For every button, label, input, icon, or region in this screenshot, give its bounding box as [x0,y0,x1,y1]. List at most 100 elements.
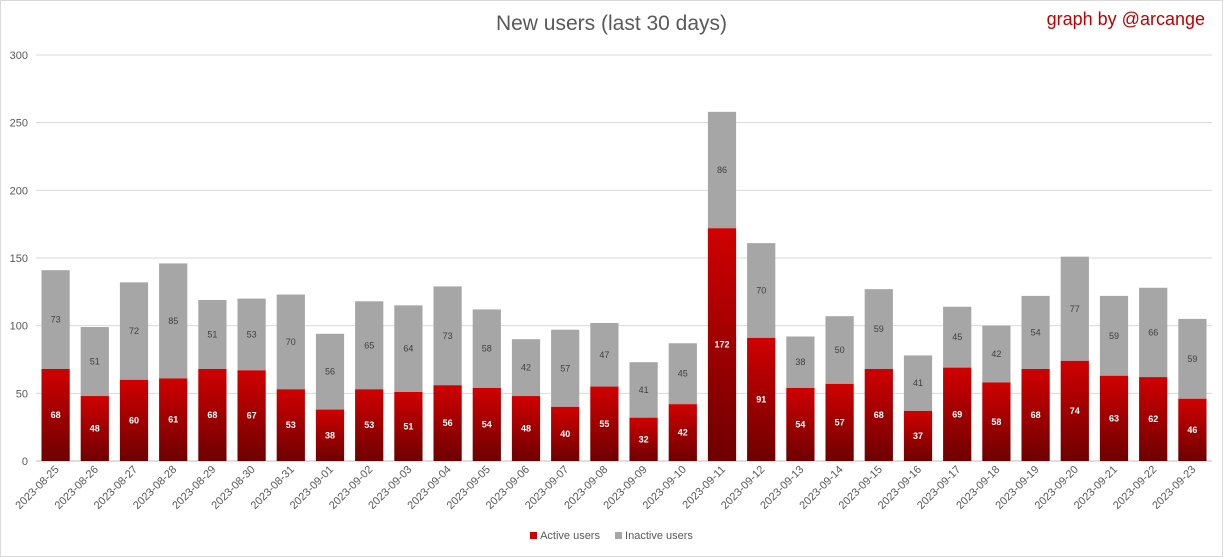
data-label-inactive: 42 [521,363,531,373]
y-tick-label: 300 [10,50,28,62]
bar-active [315,409,345,461]
bar-active [511,396,541,461]
bar-active [394,391,423,461]
chart-credit: graph by @arcange [1046,9,1205,29]
data-label-inactive: 51 [90,357,100,367]
data-label-active: 68 [51,410,61,420]
data-label-active: 68 [874,410,884,420]
bar-inactive [786,336,815,388]
data-label-active: 55 [599,419,609,429]
data-label-inactive: 45 [952,332,962,342]
data-label-active: 61 [168,415,178,425]
bar-inactive [1178,318,1207,399]
bar-active [198,368,227,461]
bar-active [119,379,149,461]
data-label-inactive: 59 [874,324,884,334]
data-label-inactive: 70 [286,337,296,347]
bar-active [786,387,815,461]
data-label-inactive: 56 [325,367,335,377]
bar-active [825,383,854,461]
bar-inactive [511,339,541,397]
bar-active [237,370,266,461]
bar-inactive [433,286,462,386]
data-label-active: 40 [560,429,570,439]
y-axis-ticks: 0 50 100 150 200 250 300 [10,50,28,468]
bar-inactive [315,333,345,410]
bars: 68 73 48 51 60 72 61 85 68 51 67 53 53 70 38 56 53 65 51 64… [41,111,1207,461]
bar-inactive [1139,287,1168,378]
data-label-active: 56 [443,418,453,428]
y-tick-label: 50 [16,388,28,400]
data-label-inactive: 58 [482,344,492,354]
bar-inactive [707,111,737,229]
data-label-active: 68 [207,410,217,420]
data-label-inactive: 41 [639,385,649,395]
bar-inactive [943,306,972,368]
bar-active [551,406,580,461]
chart-title: New users (last 30 days) [495,12,728,35]
data-label-active: 69 [952,409,962,419]
data-label-active: 58 [991,417,1001,427]
bar-inactive [825,316,854,384]
data-label-active: 51 [403,421,413,431]
data-label-active: 54 [795,419,805,429]
legend-swatch-active [530,532,538,539]
data-label-active: 48 [521,424,531,434]
data-label-active: 53 [364,420,374,430]
data-label-inactive: 54 [1031,327,1041,337]
data-label-inactive: 59 [1187,354,1197,364]
bar-active [629,417,658,461]
bar-active [276,389,305,461]
data-label-active: 32 [639,434,649,444]
bar-active [1099,375,1129,461]
bar-inactive [864,289,893,369]
data-label-active: 74 [1070,406,1080,416]
bar-active [433,385,462,461]
legend-label-active: Active users [540,530,600,542]
y-tick-label: 0 [22,456,28,468]
bar-inactive [159,263,188,379]
bar-inactive [198,299,227,369]
bar-active [943,367,972,461]
bar-active [1178,398,1207,461]
legend-label-inactive: Inactive users [625,530,693,542]
bar-inactive [551,329,580,407]
data-label-inactive: 73 [443,331,453,341]
bar-inactive [747,243,776,338]
data-label-inactive: 85 [168,316,178,326]
bar-inactive [1099,295,1129,376]
data-label-active: 46 [1187,425,1197,435]
data-label-active: 53 [286,420,296,430]
y-tick-label: 250 [10,118,28,130]
bar-inactive [629,362,658,418]
bar-inactive [237,298,266,371]
bar-inactive [668,343,697,405]
data-label-inactive: 66 [1148,327,1158,337]
bar-active [1060,360,1089,461]
data-label-inactive: 59 [1109,331,1119,341]
bar-active [355,389,384,461]
bar-inactive [276,294,305,390]
data-label-inactive: 73 [51,315,61,325]
data-label-inactive: 70 [756,285,766,295]
data-label-inactive: 65 [364,340,374,350]
data-label-inactive: 50 [835,345,845,355]
data-label-active: 60 [129,415,139,425]
bar-inactive [1021,295,1050,369]
data-label-active: 172 [714,340,729,350]
data-label-active: 54 [482,419,492,429]
bar-inactive [1060,256,1089,361]
bar-inactive [472,309,501,388]
data-label-active: 57 [835,417,845,427]
bar-inactive [355,301,384,390]
y-tick-label: 200 [10,185,28,197]
bar-inactive [41,270,70,369]
data-label-active: 68 [1031,410,1041,420]
bar-active [668,404,697,461]
gridlines [36,54,1212,462]
bar-active [747,337,776,461]
data-label-active: 63 [1109,413,1119,423]
data-label-inactive: 51 [207,329,217,339]
